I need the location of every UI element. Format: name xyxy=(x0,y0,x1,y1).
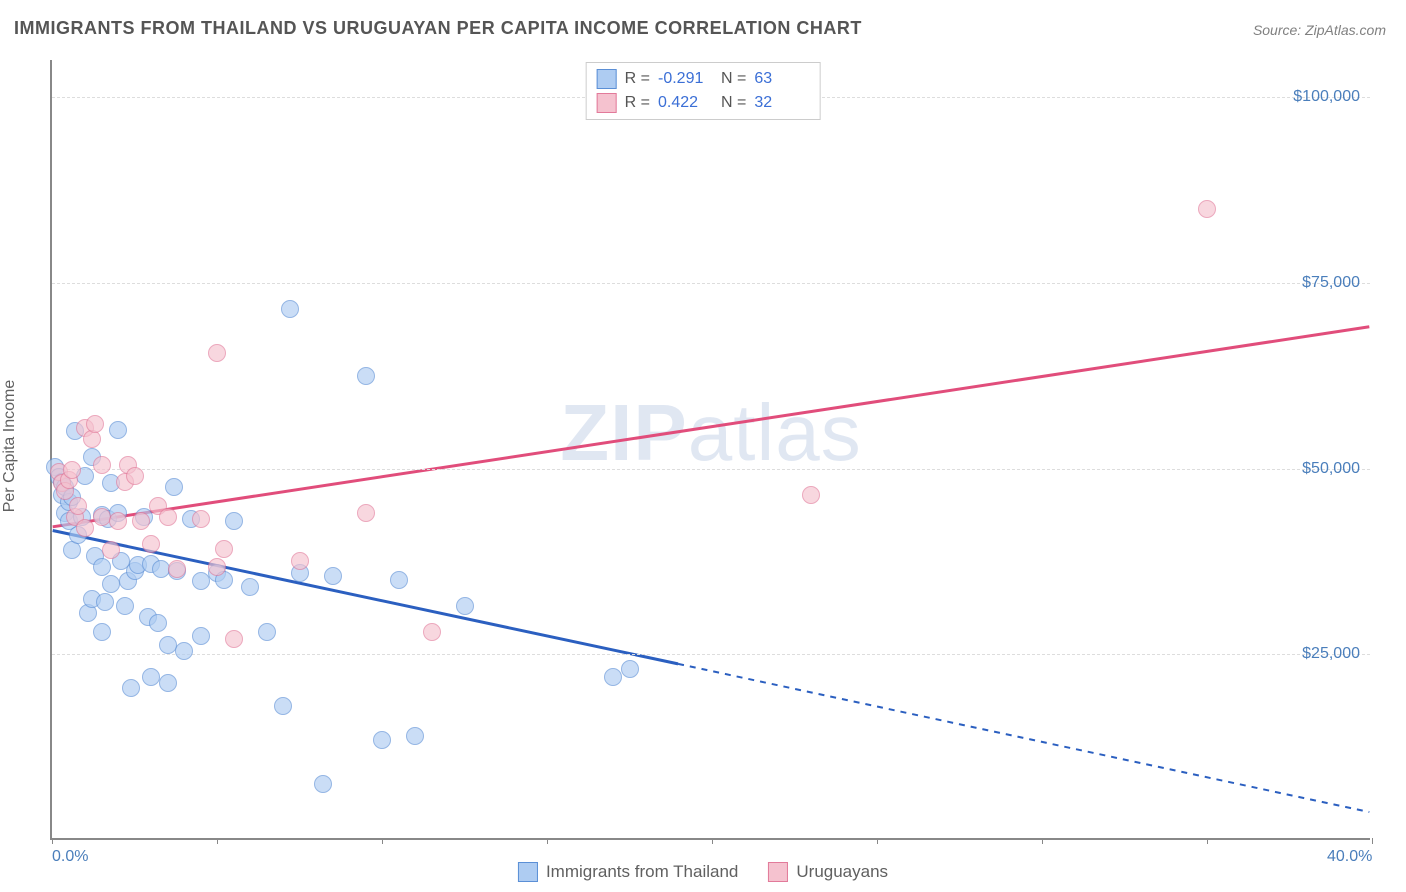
data-point xyxy=(96,593,114,611)
data-point xyxy=(281,300,299,318)
data-point xyxy=(258,623,276,641)
swatch-series-2 xyxy=(768,862,788,882)
data-point xyxy=(1198,200,1216,218)
swatch-series-1 xyxy=(597,69,617,89)
data-point xyxy=(802,486,820,504)
data-point xyxy=(126,467,144,485)
data-point xyxy=(241,578,259,596)
y-axis-label: Per Capita Income xyxy=(1,380,19,513)
data-point xyxy=(63,461,81,479)
r-value-1: -0.291 xyxy=(658,70,713,88)
source-attribution: Source: ZipAtlas.com xyxy=(1253,22,1386,38)
xtick xyxy=(217,838,218,844)
correlation-legend: R = -0.291 N = 63 R = 0.422 N = 32 xyxy=(586,62,821,120)
data-point xyxy=(142,535,160,553)
data-point xyxy=(132,512,150,530)
data-point xyxy=(142,668,160,686)
data-point xyxy=(357,504,375,522)
data-point xyxy=(324,567,342,585)
data-point xyxy=(274,697,292,715)
data-point xyxy=(175,642,193,660)
data-point xyxy=(152,560,170,578)
data-point xyxy=(159,636,177,654)
data-point xyxy=(165,478,183,496)
series-legend: Immigrants from Thailand Uruguayans xyxy=(518,862,888,882)
data-point xyxy=(149,614,167,632)
n-label: N = xyxy=(721,94,746,112)
data-point xyxy=(93,508,111,526)
ytick-label: $50,000 xyxy=(1302,460,1360,478)
data-point xyxy=(102,541,120,559)
swatch-series-2 xyxy=(597,93,617,113)
data-point xyxy=(122,679,140,697)
data-point xyxy=(76,519,94,537)
data-point xyxy=(102,575,120,593)
legend-item-1: Immigrants from Thailand xyxy=(518,862,738,882)
xtick xyxy=(382,838,383,844)
data-point xyxy=(93,623,111,641)
data-point xyxy=(225,512,243,530)
data-point xyxy=(109,421,127,439)
xtick xyxy=(1372,838,1373,844)
legend-label-2: Uruguayans xyxy=(796,862,888,882)
data-point xyxy=(357,367,375,385)
data-point xyxy=(314,775,332,793)
data-point xyxy=(93,456,111,474)
data-point xyxy=(208,558,226,576)
n-value-1: 63 xyxy=(754,70,809,88)
data-point xyxy=(192,572,210,590)
xtick xyxy=(547,838,548,844)
ytick-label: $100,000 xyxy=(1293,88,1360,106)
trend-line xyxy=(53,327,1370,527)
xtick-label: 0.0% xyxy=(52,848,88,866)
data-point xyxy=(604,668,622,686)
data-point xyxy=(406,727,424,745)
chart-title: IMMIGRANTS FROM THAILAND VS URUGUAYAN PE… xyxy=(14,18,862,39)
legend-label-1: Immigrants from Thailand xyxy=(546,862,738,882)
ytick-label: $75,000 xyxy=(1302,274,1360,292)
data-point xyxy=(390,571,408,589)
data-point xyxy=(159,508,177,526)
gridline xyxy=(52,469,1370,470)
data-point xyxy=(93,558,111,576)
data-point xyxy=(192,510,210,528)
xtick xyxy=(877,838,878,844)
gridline xyxy=(52,654,1370,655)
xtick xyxy=(712,838,713,844)
data-point xyxy=(225,630,243,648)
watermark: ZIPatlas xyxy=(560,387,861,479)
data-point xyxy=(423,623,441,641)
n-value-2: 32 xyxy=(754,94,809,112)
swatch-series-1 xyxy=(518,862,538,882)
n-label: N = xyxy=(721,70,746,88)
data-point xyxy=(69,497,87,515)
gridline xyxy=(52,283,1370,284)
legend-row-series-2: R = 0.422 N = 32 xyxy=(597,91,810,115)
plot-area: ZIPatlas $25,000 $50,000 $75,000 $100,000 0.… xyxy=(50,60,1370,840)
r-label: R = xyxy=(625,94,650,112)
data-point xyxy=(373,731,391,749)
trend-lines-layer xyxy=(52,60,1370,838)
data-point xyxy=(291,552,309,570)
r-label: R = xyxy=(625,70,650,88)
data-point xyxy=(159,674,177,692)
ytick-label: $25,000 xyxy=(1302,645,1360,663)
data-point xyxy=(116,597,134,615)
data-point xyxy=(621,660,639,678)
legend-item-2: Uruguayans xyxy=(768,862,888,882)
data-point xyxy=(86,415,104,433)
data-point xyxy=(208,344,226,362)
xtick xyxy=(1207,838,1208,844)
data-point xyxy=(192,627,210,645)
xtick-label: 40.0% xyxy=(1327,848,1372,866)
data-point xyxy=(215,540,233,558)
legend-row-series-1: R = -0.291 N = 63 xyxy=(597,67,810,91)
xtick xyxy=(1042,838,1043,844)
data-point xyxy=(456,597,474,615)
data-point xyxy=(168,560,186,578)
r-value-2: 0.422 xyxy=(658,94,713,112)
xtick xyxy=(52,838,53,844)
trend-line xyxy=(678,664,1369,812)
data-point xyxy=(109,512,127,530)
